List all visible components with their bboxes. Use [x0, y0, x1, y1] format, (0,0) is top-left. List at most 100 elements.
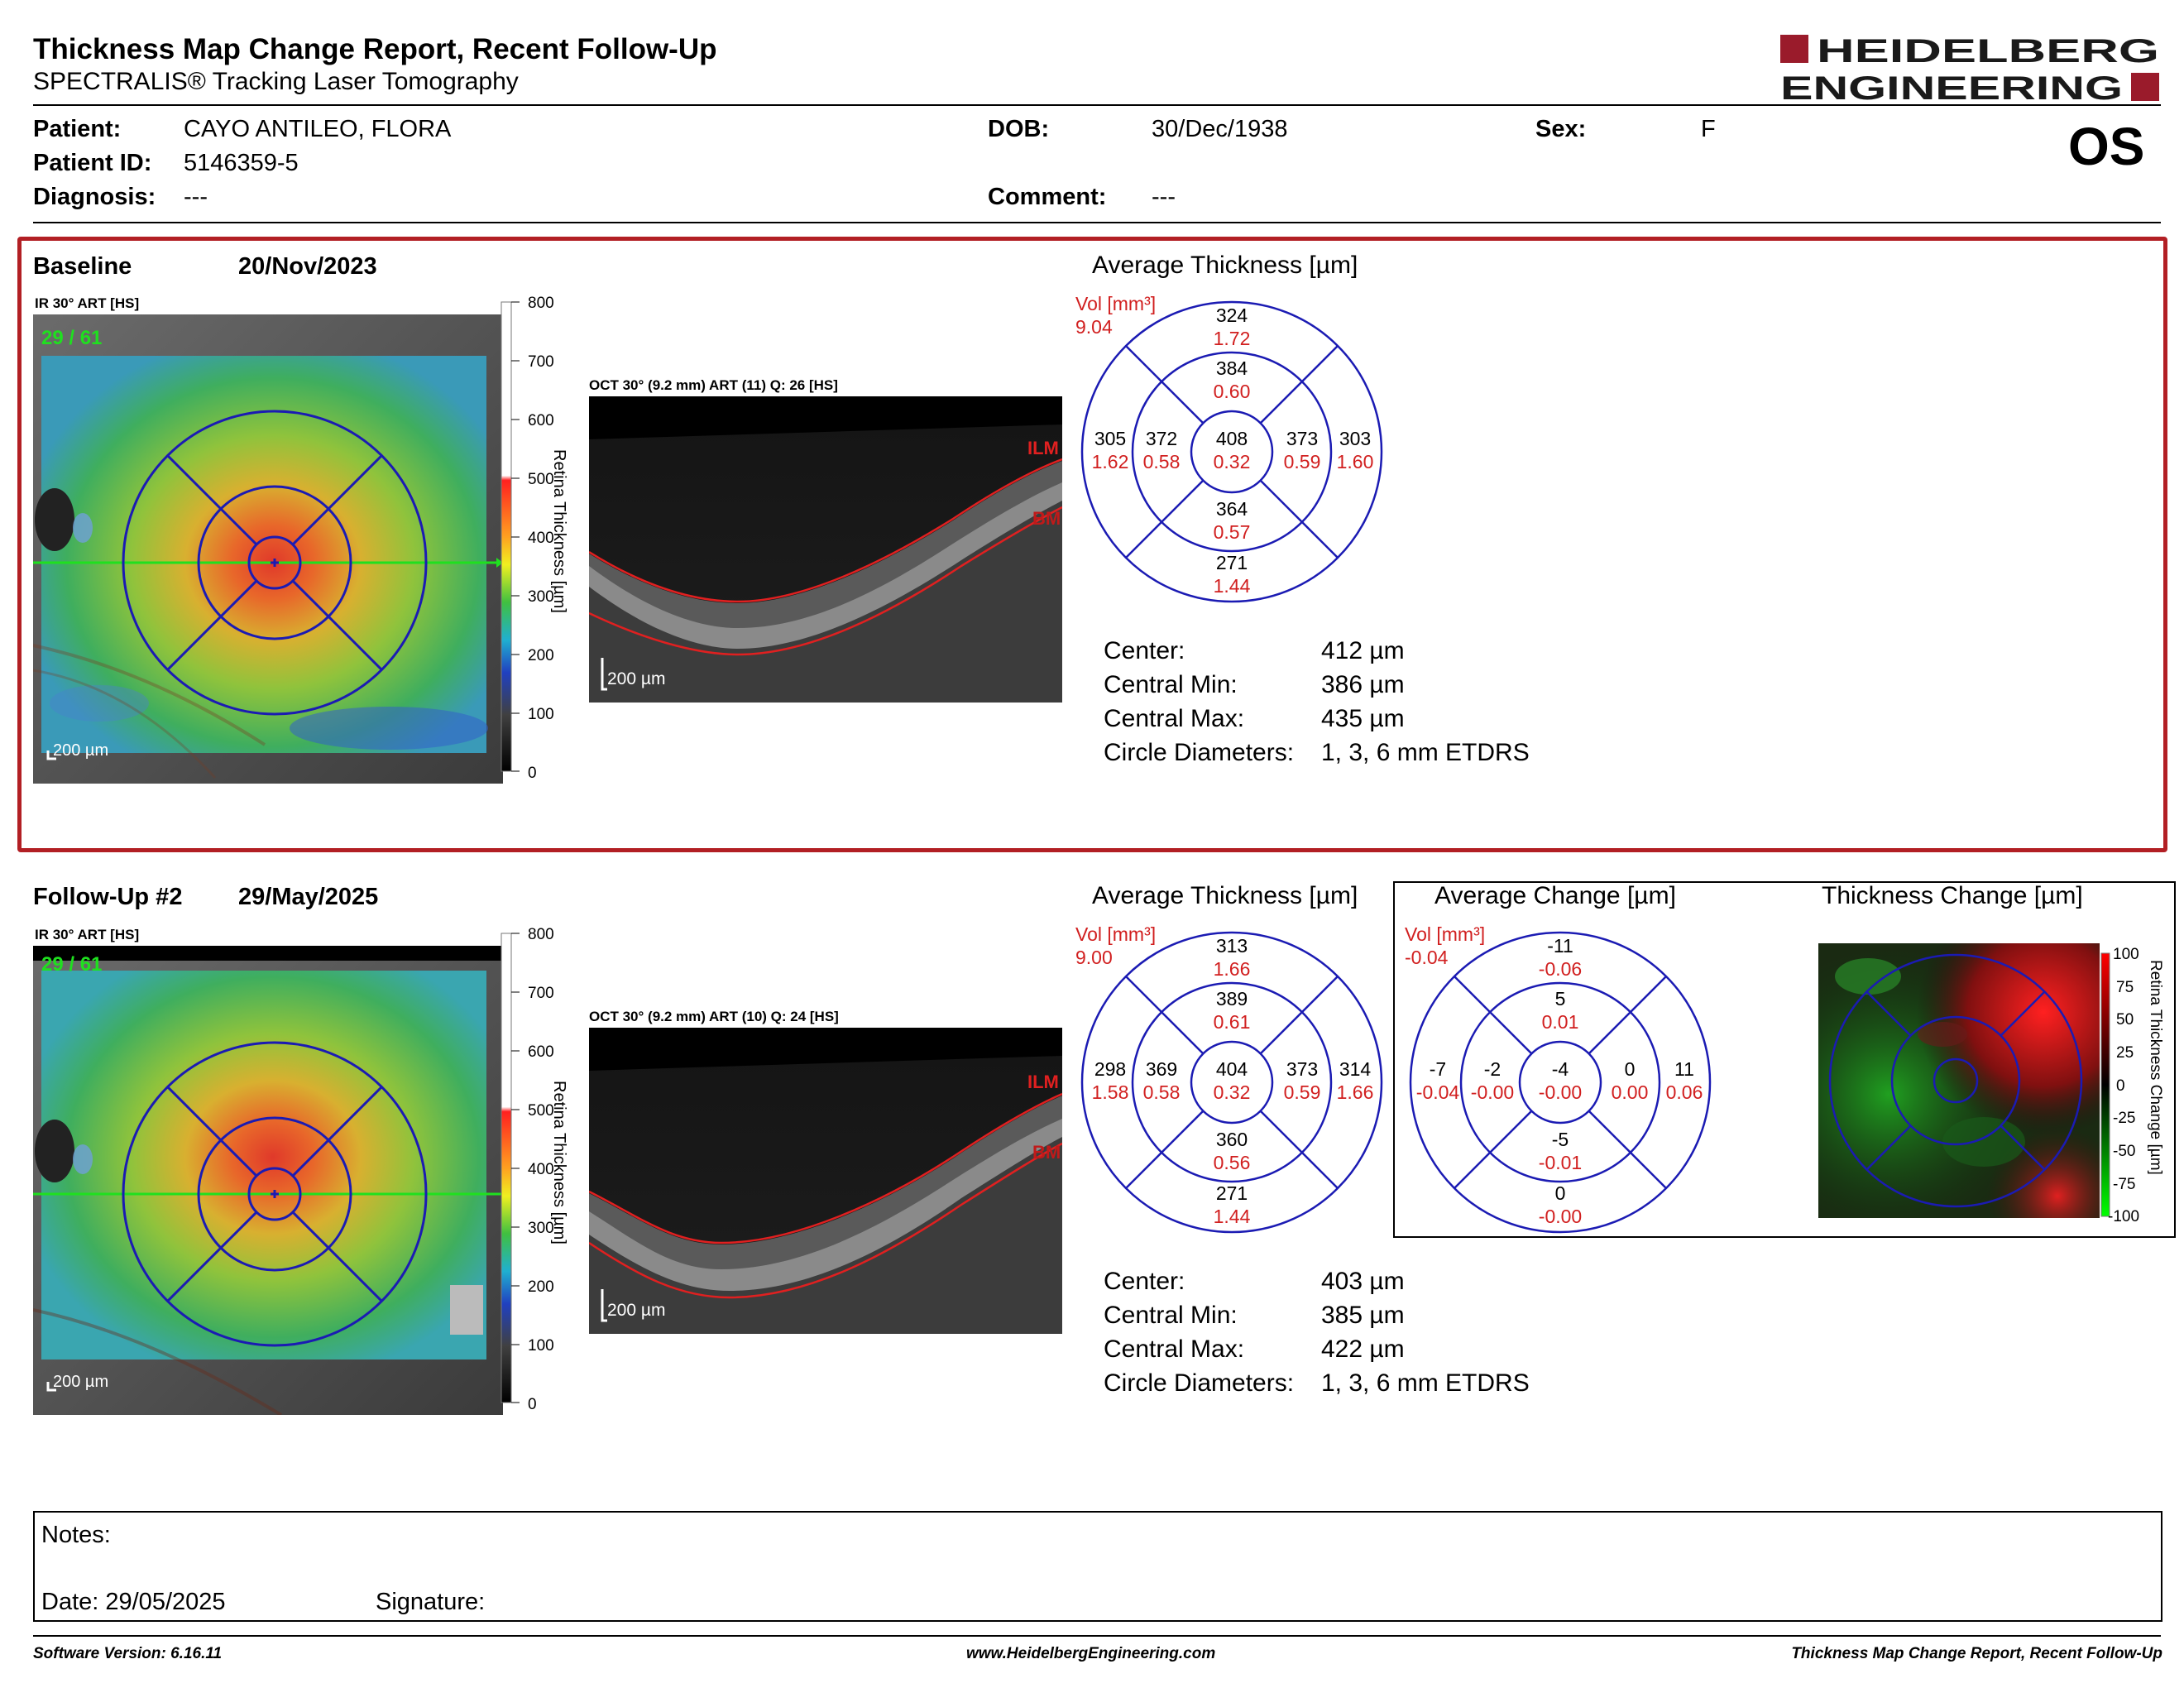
- change-cbar-tick: -50: [2113, 1143, 2135, 1160]
- sector-value: 373: [1286, 1058, 1318, 1080]
- dob-label: DOB:: [988, 116, 1050, 142]
- diagnosis-label: Diagnosis:: [33, 184, 156, 210]
- patient-id-label: Patient ID:: [33, 150, 152, 176]
- baseline-label: Baseline: [33, 253, 132, 280]
- change-etdrs-grid: -11 -0.06 5 0.01 -7 -0.04 -2 -0.00 -4 -0…: [1409, 931, 1712, 1234]
- colorbar-label: Retina Thickness [µm]: [550, 1081, 568, 1244]
- sector-value: 364: [1216, 498, 1248, 520]
- footer-divider: [33, 1635, 2161, 1637]
- signature-label: Signature:: [376, 1589, 486, 1615]
- change-cbar-tick: -25: [2113, 1110, 2135, 1127]
- cbar-tick: 400: [528, 530, 554, 547]
- cbar-tick: 600: [528, 1043, 554, 1061]
- patient-label: Patient:: [33, 116, 122, 142]
- cbar-tick: 700: [528, 353, 554, 371]
- cbar-tick: 700: [528, 985, 554, 1002]
- notes-date: Date: 29/05/2025: [41, 1589, 226, 1615]
- sector-value: 324: [1216, 305, 1248, 326]
- baseline-frame-counter: 29 / 61: [41, 327, 102, 349]
- followup-oct-label: OCT 30° (9.2 mm) ART (10) Q: 24 [HS]: [589, 1009, 839, 1024]
- sector-volume: -0.01: [1539, 1152, 1582, 1173]
- change-cbar-tick: -75: [2113, 1176, 2135, 1193]
- notes-box: [33, 1511, 2162, 1622]
- sector-volume: -0.00: [1539, 1081, 1582, 1103]
- sector-volume: 1.44: [1214, 1206, 1251, 1227]
- logo-text-line2: ENGINEERING: [1780, 70, 2123, 104]
- cbar-tick: 0: [528, 1396, 537, 1413]
- change-cbar-tick: -100: [2108, 1208, 2139, 1225]
- baseline-colorbar: 800 700 600 500 400 300 200 100 0 Retina…: [500, 295, 568, 782]
- thickness-change-map: [1818, 943, 2100, 1218]
- followup-map-scale: 200 µm: [53, 1373, 108, 1391]
- header-divider: [33, 104, 2161, 106]
- followup-vol-label: Vol [mm³]: [1075, 923, 1157, 945]
- comment-label: Comment:: [988, 184, 1107, 210]
- patient-divider: [33, 222, 2161, 223]
- sector-volume: 0.57: [1214, 521, 1251, 543]
- baseline-vol-label: Vol [mm³]: [1075, 293, 1157, 314]
- cbar-tick: 100: [528, 706, 554, 723]
- baseline-ir-label: IR 30° ART [HS]: [35, 295, 140, 311]
- followup-thickness-map: 29 / 61 200 µm: [32, 946, 503, 1417]
- footer-website: www.HeidelbergEngineering.com: [966, 1645, 1216, 1662]
- change-cbar-tick: 100: [2113, 946, 2139, 963]
- followup-ir-label: IR 30° ART [HS]: [35, 927, 140, 942]
- cbar-tick: 100: [528, 1337, 554, 1355]
- sector-volume: 1.60: [1337, 451, 1374, 472]
- baseline-max-value: 435 µm: [1321, 705, 1405, 732]
- sex-label: Sex:: [1535, 116, 1587, 142]
- sector-value: 11: [1674, 1058, 1694, 1080]
- sector-value: -4: [1552, 1058, 1569, 1080]
- baseline-oct-scan: ILM BM 200 µm: [588, 396, 1063, 703]
- cbar-tick: 500: [528, 1102, 554, 1120]
- followup-label: Follow-Up #2: [33, 884, 183, 910]
- sector-volume: 0.59: [1284, 1081, 1321, 1103]
- followup-diam-label: Circle Diameters:: [1104, 1369, 1295, 1397]
- sector-value: 5: [1555, 988, 1566, 1009]
- followup-min-value: 385 µm: [1321, 1302, 1405, 1329]
- heidelberg-logo: HEIDELBERG ENGINEERING: [1780, 33, 2159, 104]
- cbar-tick: 200: [528, 647, 554, 664]
- logo-block-top: [1780, 35, 1808, 63]
- sector-volume: 0.58: [1143, 451, 1181, 472]
- followup-max-label: Central Max:: [1104, 1336, 1245, 1363]
- sector-value: 305: [1094, 428, 1126, 449]
- eye-indicator: OS: [2068, 117, 2145, 176]
- baseline-map-scale: 200 µm: [53, 741, 108, 760]
- dob-value: 30/Dec/1938: [1152, 116, 1288, 142]
- sector-value: 0: [1555, 1182, 1566, 1204]
- sector-value: 0: [1625, 1058, 1636, 1080]
- baseline-center-label: Center:: [1104, 637, 1185, 664]
- change-panel: [1393, 881, 2176, 1238]
- sector-value: 372: [1146, 428, 1177, 449]
- sector-value: 369: [1146, 1058, 1177, 1080]
- sector-value: 408: [1216, 428, 1248, 449]
- change-vol-label: Vol [mm³]: [1405, 923, 1486, 945]
- sector-value: 404: [1216, 1058, 1248, 1080]
- cbar-tick: 500: [528, 471, 554, 488]
- sector-volume: 0.60: [1214, 381, 1251, 402]
- sector-value: 384: [1216, 357, 1248, 379]
- sector-volume: -0.00: [1539, 1206, 1582, 1227]
- baseline-min-label: Central Min:: [1104, 671, 1238, 698]
- sector-volume: 0.56: [1214, 1152, 1251, 1173]
- followup-ilm-label: ILM: [1027, 1072, 1059, 1092]
- baseline-thickness-map: 29 / 61 200 µm: [32, 314, 503, 784]
- sector-volume: 1.72: [1214, 328, 1251, 349]
- baseline-map-svg: 29 / 61 200 µm: [32, 314, 503, 784]
- baseline-diam-label: Circle Diameters:: [1104, 739, 1295, 766]
- baseline-highlight-box: [17, 237, 2167, 852]
- baseline-etdrs-grid: 324 1.72 384 0.60 305 1.62 372 0.58 408 …: [1080, 300, 1383, 603]
- followup-frame-counter: 29 / 61: [41, 953, 102, 976]
- followup-diam-value: 1, 3, 6 mm ETDRS: [1321, 1369, 1530, 1397]
- sector-value: 360: [1216, 1129, 1248, 1150]
- sector-value: 298: [1094, 1058, 1126, 1080]
- sector-volume: 0.58: [1143, 1081, 1181, 1103]
- sector-value: 389: [1216, 988, 1248, 1009]
- report-title: Thickness Map Change Report, Recent Foll…: [33, 33, 717, 65]
- sex-value: F: [1701, 116, 1716, 142]
- cbar-tick: 600: [528, 412, 554, 429]
- cbar-tick: 800: [528, 295, 554, 312]
- followup-center-value: 403 µm: [1321, 1268, 1405, 1295]
- sector-volume: 1.44: [1214, 575, 1251, 597]
